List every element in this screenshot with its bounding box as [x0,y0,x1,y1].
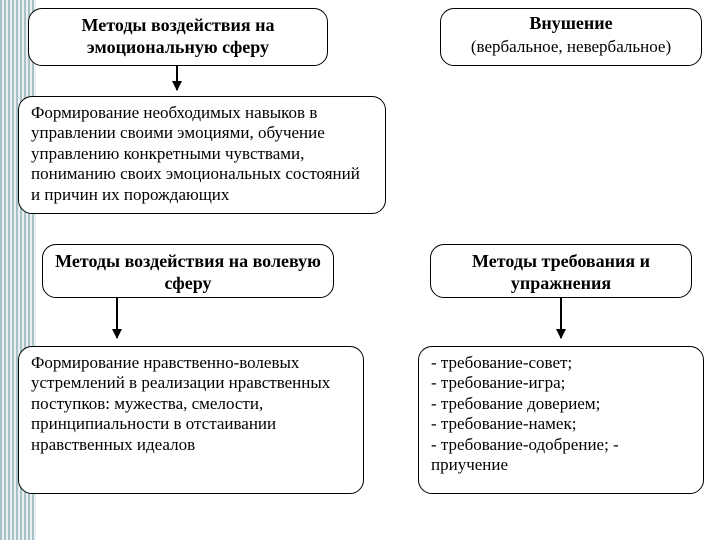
box-volitional-text: Формирование нравственно-волевых устремл… [18,346,364,494]
box-emotional-methods-title: Методы воздействия на эмоциональную сфер… [28,8,328,66]
box-requirement-methods-title: Методы требования и упражнения [430,244,692,298]
arrow-c2-d2 [560,298,562,338]
arrow-c1-d1 [116,298,118,338]
box-requirement-list: - требование-совет; - требование-игра; -… [418,346,704,494]
label-volitional-methods: Методы воздействия на волевую сферу [55,251,321,294]
arrow-a1-b1 [176,66,178,90]
label-emotional-methods: Методы воздействия на эмоциональную сфер… [41,15,315,58]
text-emotional-skills: Формирование необходимых навыков в управ… [31,103,373,205]
box-suggestion-title: Внушение (вербальное, невербальное) [440,8,702,66]
text-volitional: Формирование нравственно-волевых устремл… [31,353,351,455]
text-requirement-list: - требование-совет; - требование-игра; -… [431,353,691,475]
label-suggestion-sub: (вербальное, невербальное) [453,37,689,57]
label-requirement-methods: Методы требования и упражнения [443,251,679,294]
label-suggestion: Внушение [453,13,689,35]
box-emotional-skills: Формирование необходимых навыков в управ… [18,96,386,214]
box-volitional-methods-title: Методы воздействия на волевую сферу [42,244,334,298]
